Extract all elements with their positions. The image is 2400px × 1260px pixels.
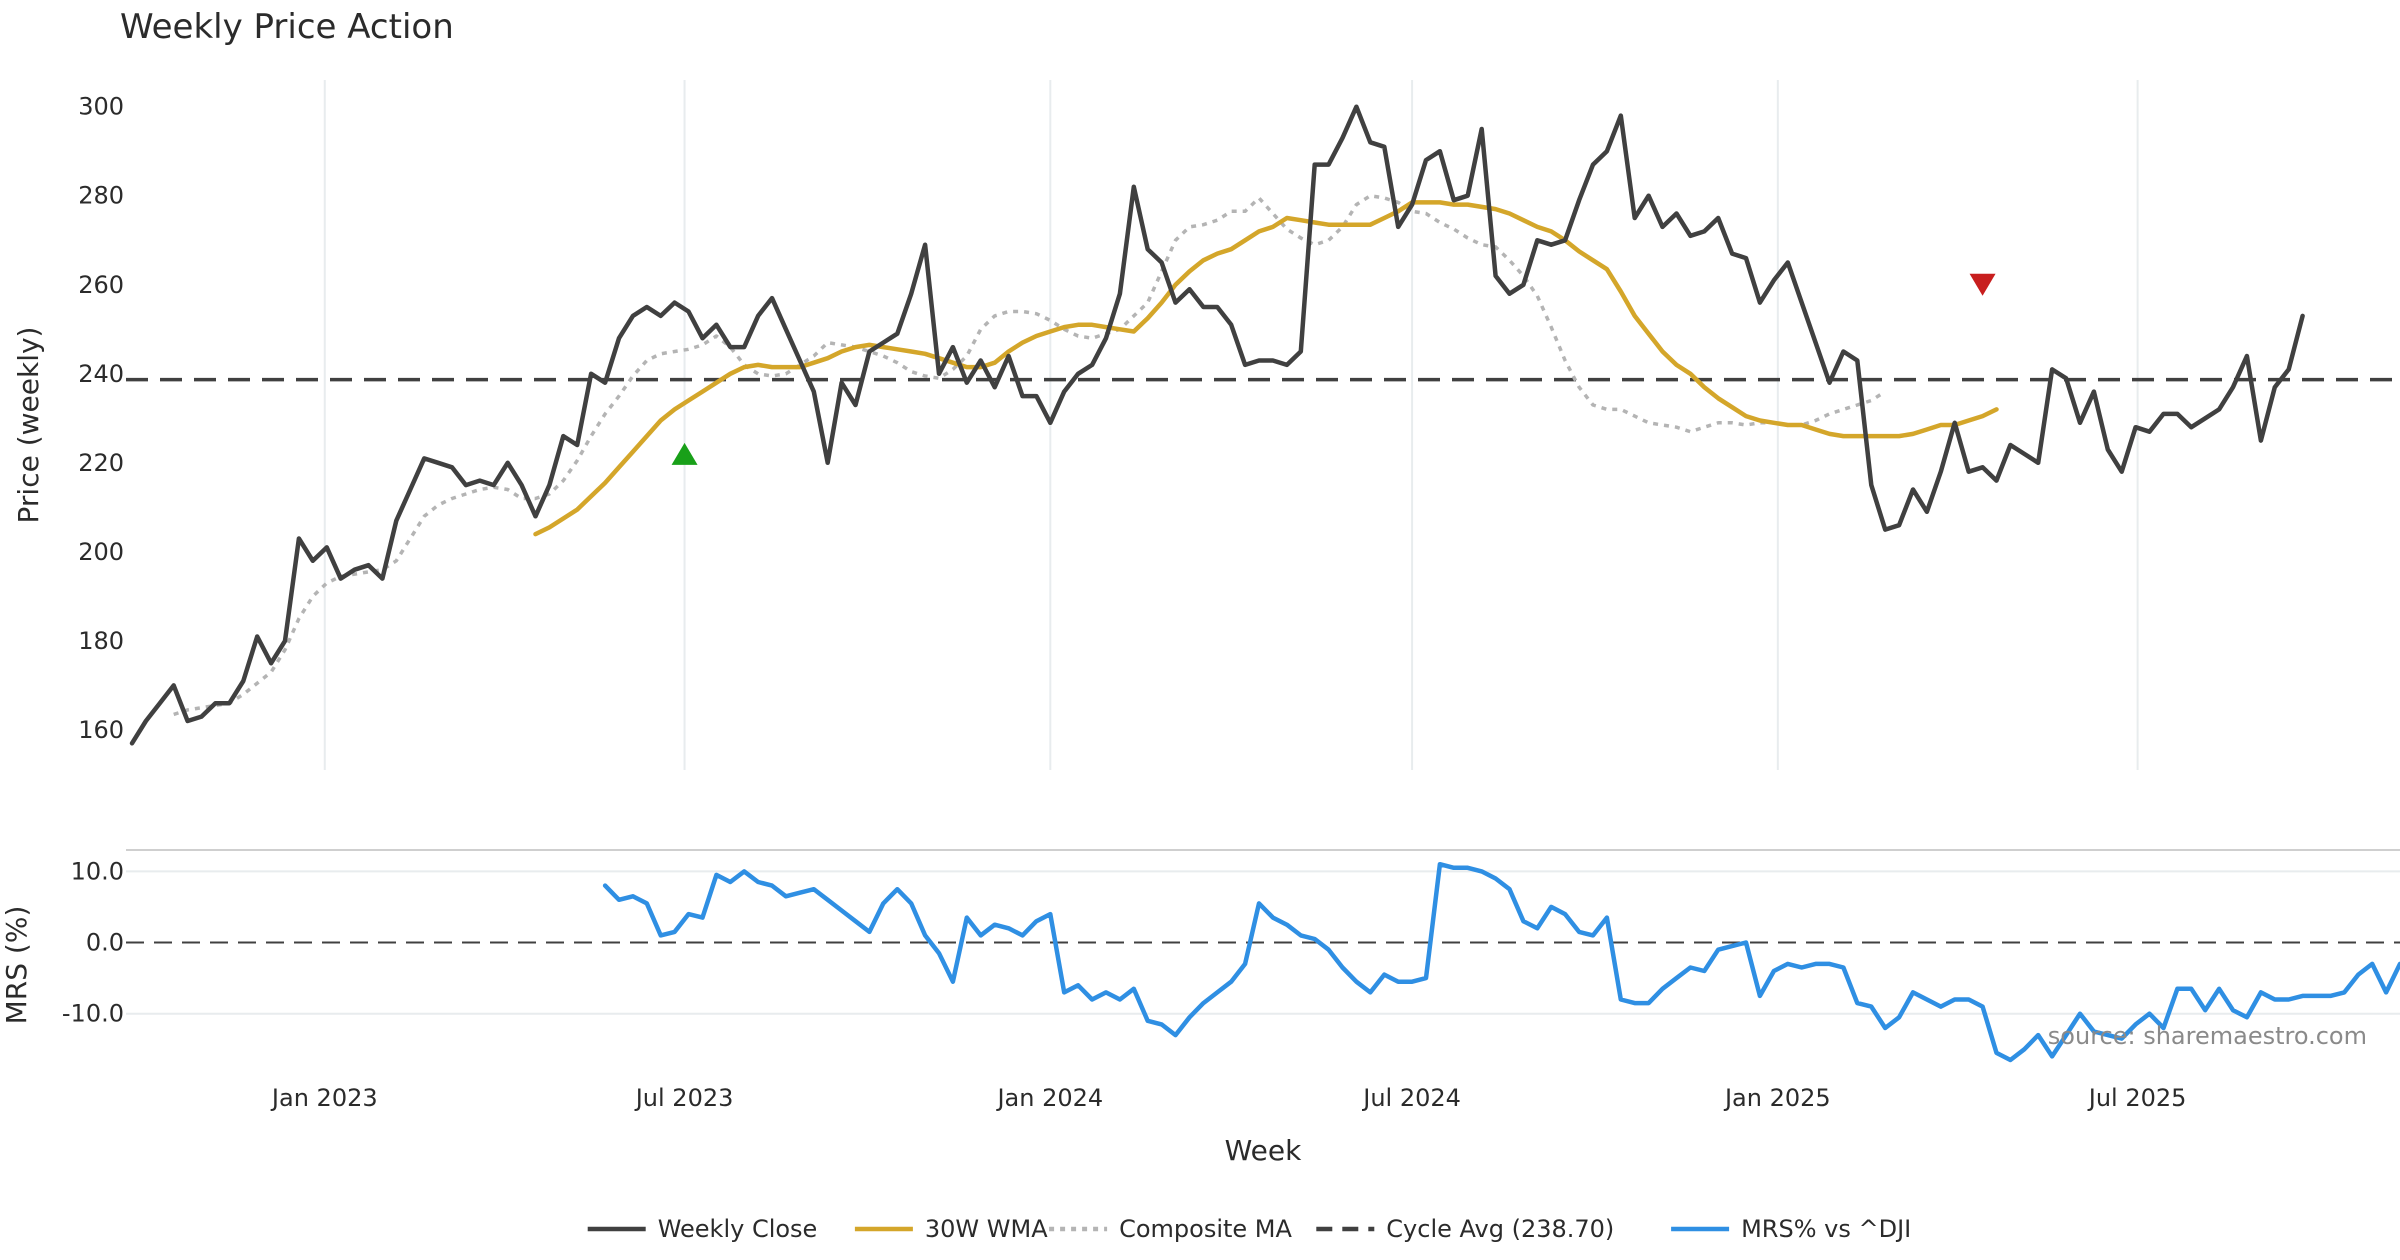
buy-signal-marker [671, 442, 698, 465]
series-line-weekly-close [129, 104, 2305, 746]
price-y-tick-label: 180 [78, 627, 124, 655]
x-tick-label: Jul 2024 [1361, 1084, 1461, 1112]
legend-label: Weekly Close [658, 1215, 818, 1243]
price-y-tick-label: 280 [78, 182, 124, 210]
series-line-mrs-vs-dji [602, 861, 2400, 1063]
legend-label: Composite MA [1119, 1215, 1292, 1243]
sell-signal-marker [1969, 273, 1996, 296]
legend-label: 30W WMA [925, 1215, 1048, 1243]
price-markers [671, 273, 1996, 465]
price-y-tick-label: 300 [78, 93, 124, 121]
mrs-y-tick-label: 10.0 [71, 857, 124, 885]
mrs-y-tick-label: 0.0 [86, 929, 124, 957]
legend-label: Cycle Avg (238.70) [1386, 1215, 1614, 1243]
x-tick-label: Jan 2025 [1723, 1084, 1831, 1112]
price-series-group [126, 104, 2400, 746]
price-y-tick-label: 200 [78, 538, 124, 566]
mrs-y-ticks: -10.0 0.0 10.0 [62, 857, 124, 1027]
mrs-y-axis-title: MRS (%) [0, 906, 33, 1025]
x-tick-label: Jul 2025 [2087, 1084, 2187, 1112]
price-y-ticks: 160 180 200 220 240 260 280 300 [78, 93, 124, 744]
series-line-30w-wma [533, 200, 1999, 537]
price-y-tick-label: 220 [78, 449, 124, 477]
mrs-series-group [602, 861, 2400, 1063]
price-y-tick-label: 260 [78, 271, 124, 299]
x-tick-label: Jan 2023 [270, 1084, 378, 1112]
mrs-y-tick-label: -10.0 [62, 1000, 124, 1028]
source-note: source: sharemaestro.com [2048, 1022, 2367, 1050]
x-axis-title: Week [1225, 1134, 1302, 1167]
mrs-gridlines [126, 870, 2400, 1015]
legend-label: MRS% vs ^DJI [1741, 1215, 1911, 1243]
price-y-tick-label: 160 [78, 716, 124, 744]
price-y-tick-label: 240 [78, 360, 124, 388]
price-y-axis-title: Price (weekly) [12, 327, 45, 524]
x-tick-label: Jan 2024 [995, 1084, 1103, 1112]
x-axis-ticks: Jan 2023 Jul 2023 Jan 2024 Jul 2024 Jan 2025… [270, 1084, 2187, 1112]
legend: Weekly Close 30W WMA Composite MA Cycle Avg… [587, 1215, 1911, 1243]
chart-title: Weekly Price Action [120, 7, 454, 47]
x-tick-label: Jul 2023 [634, 1084, 734, 1112]
